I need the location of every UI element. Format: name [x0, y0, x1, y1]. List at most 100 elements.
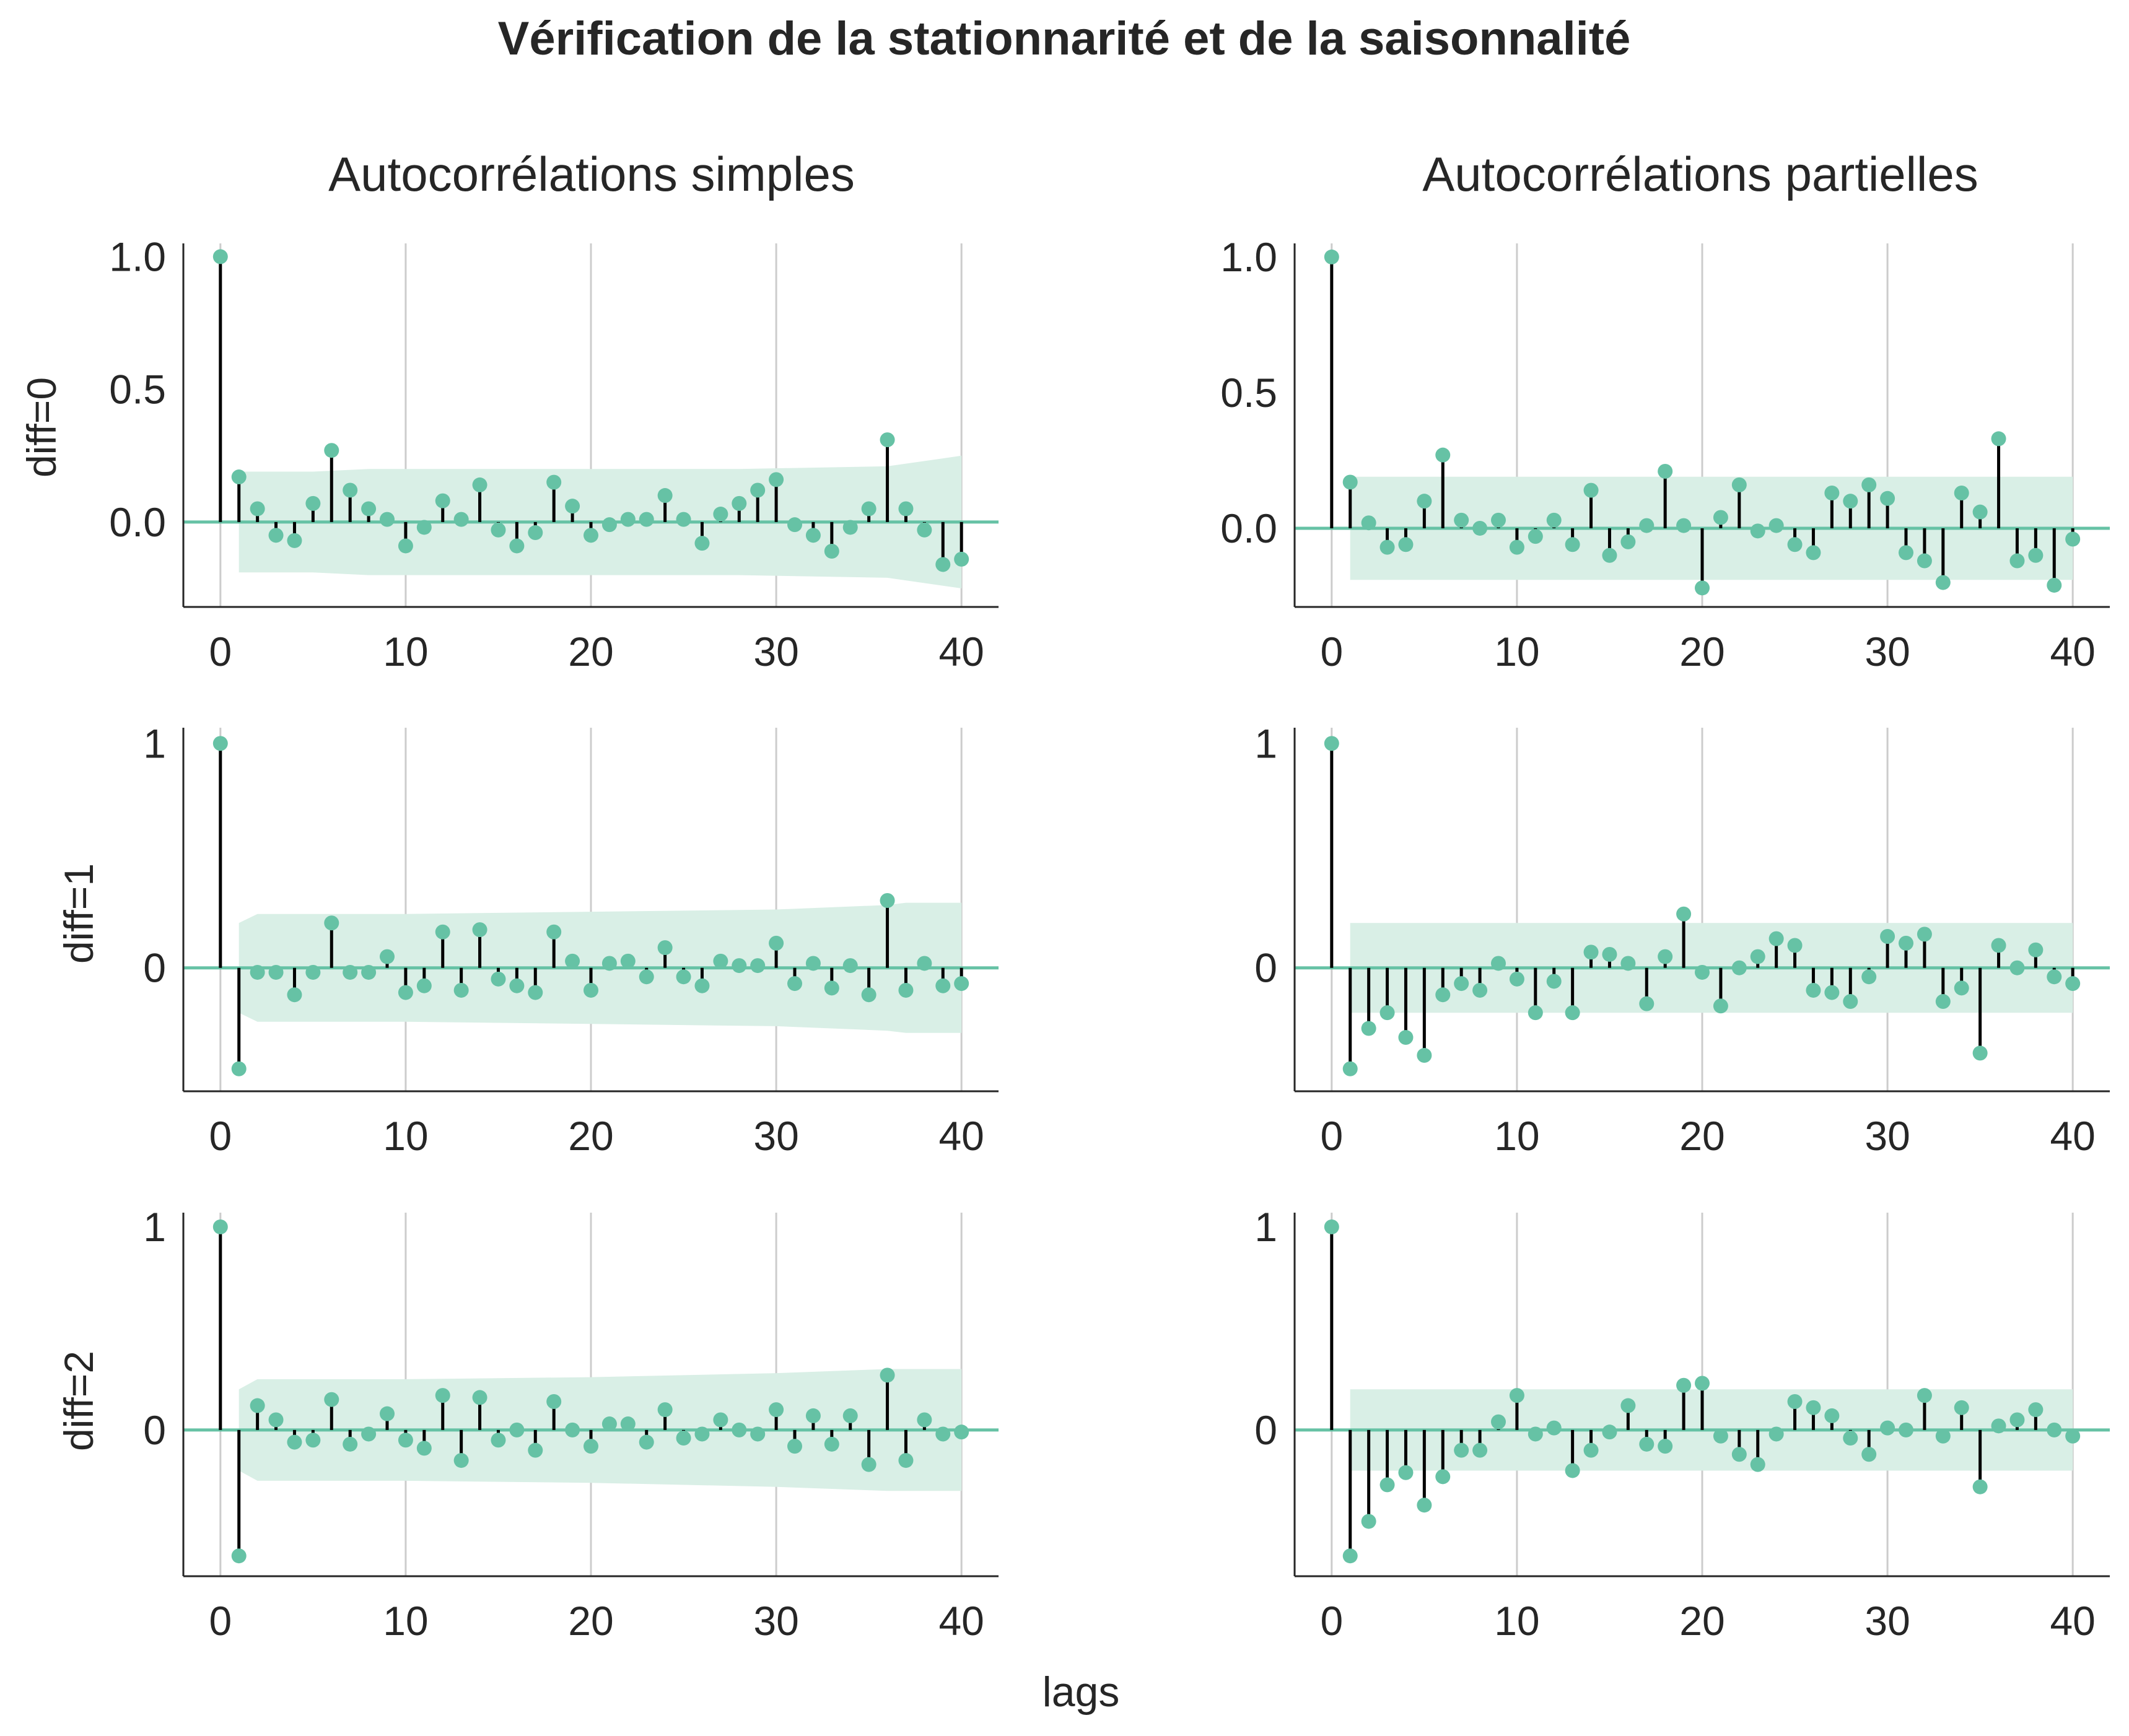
y-tick-label: 1 — [143, 720, 166, 766]
stem-marker — [657, 940, 673, 956]
y-tick-label: 0.0 — [109, 499, 166, 545]
stem-marker — [1917, 553, 1932, 569]
stem-marker — [1361, 1514, 1376, 1529]
stem-marker — [2009, 553, 2025, 569]
stem-marker — [472, 922, 487, 938]
stem-marker — [472, 477, 487, 492]
stem-marker — [1528, 529, 1543, 544]
stem-marker — [694, 978, 710, 993]
stem-marker — [639, 969, 654, 985]
stem-marker — [324, 1392, 339, 1407]
stem-marker — [435, 924, 450, 940]
stem-marker — [824, 980, 839, 996]
stem-marker — [212, 249, 228, 264]
stem-marker — [268, 1412, 284, 1428]
stem-marker — [1379, 1477, 1395, 1493]
stem-marker — [1454, 512, 1469, 528]
stem-marker — [1639, 996, 1655, 1011]
stem-marker — [732, 958, 747, 974]
stem-marker — [1472, 1442, 1488, 1458]
stem-marker — [917, 1412, 932, 1428]
stem-marker — [231, 469, 247, 485]
stem-marker — [324, 915, 339, 931]
stem-marker — [676, 969, 691, 985]
stem-marker — [1750, 1457, 1765, 1472]
x-tick-label: 10 — [1494, 629, 1539, 674]
stem-marker — [584, 1439, 598, 1454]
stem-marker — [676, 1431, 691, 1446]
stem-marker — [935, 557, 951, 572]
stem-marker — [1565, 1463, 1580, 1478]
stem-marker — [398, 985, 413, 1000]
stem-marker — [1398, 1030, 1414, 1045]
stem-marker — [898, 501, 914, 517]
stem-marker — [935, 978, 951, 993]
stem-marker — [1417, 1048, 1432, 1063]
x-tick-label: 0 — [209, 1598, 232, 1644]
stem-marker — [1768, 518, 1784, 533]
stem-marker — [1342, 1548, 1358, 1564]
stem-marker — [1935, 994, 1951, 1010]
stem-marker — [2009, 1412, 2025, 1428]
stem-marker — [565, 499, 580, 514]
stem-marker — [917, 522, 932, 538]
stem-marker — [1546, 512, 1562, 528]
stem-marker — [750, 958, 766, 974]
stem-marker — [1824, 1408, 1840, 1423]
stem-marker — [842, 520, 858, 535]
stem-marker — [324, 443, 339, 458]
y-tick-label: 0 — [1254, 945, 1277, 991]
stem-marker — [732, 495, 747, 511]
x-tick-label: 40 — [2050, 1598, 2095, 1644]
stem-marker — [509, 1422, 525, 1437]
y-tick-label: 0 — [1254, 1407, 1277, 1453]
stem-marker — [1991, 431, 2006, 447]
stem-marker — [491, 1433, 506, 1448]
stem-marker — [880, 432, 895, 448]
stem-marker — [528, 525, 543, 541]
stem-marker — [509, 538, 525, 554]
stem-marker — [1954, 1400, 1969, 1415]
stem-marker — [435, 493, 450, 508]
stem-marker — [639, 1434, 654, 1450]
stem-marker — [1899, 545, 1913, 560]
stem-marker — [1954, 980, 1969, 996]
x-tick-label: 0 — [1320, 629, 1343, 674]
stem-marker — [1658, 463, 1673, 479]
stem-marker — [343, 964, 358, 980]
x-tick-label: 10 — [383, 629, 428, 674]
stem-marker — [1491, 512, 1506, 528]
stem-marker — [1676, 1377, 1692, 1393]
stem-marker — [1806, 982, 1821, 998]
stem-marker — [343, 1436, 358, 1452]
stem-marker — [1787, 537, 1803, 552]
stem-marker — [880, 893, 895, 909]
stem-marker — [620, 1416, 636, 1432]
stem-marker — [805, 1408, 821, 1423]
stem-marker — [1899, 935, 1913, 951]
x-tick-label: 20 — [568, 1113, 613, 1159]
stem-marker — [1417, 494, 1432, 509]
x-tick-label: 40 — [938, 629, 984, 674]
x-tick-label: 0 — [1320, 1113, 1343, 1159]
stem-marker — [1417, 1498, 1432, 1513]
x-tick-label: 10 — [383, 1598, 428, 1644]
stem-marker — [1935, 1428, 1951, 1444]
stem-marker — [769, 472, 784, 487]
stem-marker — [1583, 944, 1599, 960]
stem-marker — [954, 976, 969, 992]
stem-marker — [1620, 956, 1636, 971]
stem-marker — [1565, 537, 1580, 552]
stem-marker — [2028, 547, 2044, 563]
stem-marker — [1379, 1005, 1395, 1021]
stem-marker — [2028, 942, 2044, 957]
figure-title: Vérification de la stationnarité et de l… — [498, 12, 1631, 65]
column-title-partial: Autocorrélations partielles — [1422, 147, 1978, 201]
y-tick-label: 1.0 — [1220, 234, 1277, 280]
stem-marker — [694, 1426, 710, 1442]
stem-marker — [732, 1422, 747, 1437]
x-tick-label: 20 — [1679, 1598, 1725, 1644]
stem-marker — [861, 987, 877, 1003]
stem-marker — [1861, 1447, 1877, 1462]
x-tick-label: 20 — [568, 629, 613, 674]
